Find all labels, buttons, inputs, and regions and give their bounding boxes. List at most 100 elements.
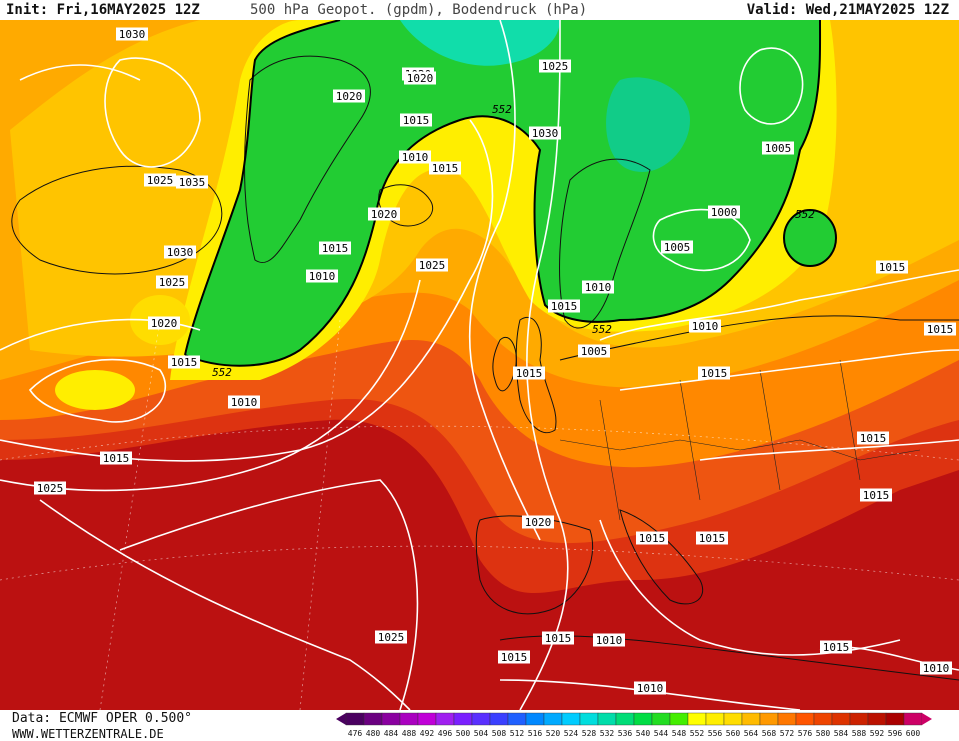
map-header: Init: Fri,16MAY2025 12Z 500 hPa Geopot. … bbox=[0, 0, 959, 20]
border-line bbox=[679, 379, 701, 501]
isobar-label-bg bbox=[698, 366, 730, 380]
border-line bbox=[759, 369, 781, 491]
legend-value: 596 bbox=[888, 729, 903, 738]
legend-swatch bbox=[705, 712, 725, 726]
isobar-label: 1025 bbox=[419, 259, 446, 272]
legend-value: 600 bbox=[906, 729, 921, 738]
legend-swatch bbox=[831, 712, 851, 726]
ireland-coast bbox=[492, 337, 517, 392]
isobar-label: 1015 bbox=[171, 356, 198, 369]
legend-swatch bbox=[453, 712, 473, 726]
legend-arrow-left bbox=[336, 713, 346, 725]
legend-value: 476 bbox=[348, 729, 363, 738]
isobar-line bbox=[19, 64, 141, 81]
isobar-label-bg bbox=[368, 207, 400, 221]
isobar-label: 1010 bbox=[923, 662, 950, 675]
isobar-label: 1025 bbox=[37, 482, 64, 495]
border-line bbox=[559, 439, 921, 461]
isobar-label: 1005 bbox=[581, 345, 608, 358]
isobar-label: 1010 bbox=[231, 396, 258, 409]
isobar-label: 1025 bbox=[378, 631, 405, 644]
isobar-label: 1015 bbox=[699, 532, 726, 545]
isobar-label-bg bbox=[228, 395, 260, 409]
color-legend: 476 480 484 488 492 496 500 504 508 512 516 520 524 5… bbox=[336, 712, 932, 738]
isobar-label: 1025 bbox=[159, 276, 186, 289]
legend-swatch bbox=[849, 712, 869, 726]
legend-arrow-right bbox=[922, 713, 932, 725]
data-source: Data: ECMWF OPER 0.500° bbox=[12, 711, 193, 726]
isobar-label: 1015 bbox=[403, 114, 430, 127]
isobar-label-bg bbox=[857, 431, 889, 445]
isobar-label: 1035 bbox=[179, 176, 206, 189]
isobar-label: 1015 bbox=[551, 300, 578, 313]
isobar-label-bg bbox=[168, 355, 200, 369]
geopot-label: 552 bbox=[795, 208, 815, 221]
isobar-line bbox=[39, 499, 411, 710]
border-line bbox=[839, 359, 861, 481]
legend-value: 548 bbox=[672, 729, 687, 738]
legend-value: 512 bbox=[510, 729, 525, 738]
legend-value: 500 bbox=[456, 729, 471, 738]
isobar-label-bg bbox=[399, 150, 431, 164]
isobar-label-bg bbox=[319, 241, 351, 255]
isobar-label-bg bbox=[661, 240, 693, 254]
legend-swatch bbox=[363, 712, 383, 726]
isobar-line bbox=[739, 47, 804, 125]
isobar-label: 1005 bbox=[664, 241, 691, 254]
legend-value: 520 bbox=[546, 729, 561, 738]
isobar-line bbox=[599, 269, 959, 341]
isobar-label-bg bbox=[860, 488, 892, 502]
isobar-label: 1010 bbox=[692, 320, 719, 333]
map-canvas bbox=[0, 20, 959, 710]
isobar-label: 1015 bbox=[103, 452, 130, 465]
isobar-label-bg bbox=[539, 59, 571, 73]
legend-swatch bbox=[651, 712, 671, 726]
geopot-label: 552 bbox=[212, 366, 232, 379]
legend-value: 588 bbox=[852, 729, 867, 738]
geopot-field-cyan bbox=[400, 20, 560, 66]
legend-value: 584 bbox=[834, 729, 849, 738]
graticule-line bbox=[0, 545, 959, 581]
legend-swatch bbox=[903, 712, 923, 726]
isobar-label: 1015 bbox=[860, 432, 887, 445]
legend-swatch bbox=[885, 712, 905, 726]
isobar-label: 1000 bbox=[711, 206, 738, 219]
labrador-coast bbox=[11, 165, 223, 275]
isobar-label: 1015 bbox=[863, 489, 890, 502]
geopot-field-yellow-spot bbox=[55, 370, 135, 410]
legend-value: 536 bbox=[618, 729, 633, 738]
isobar-label-bg bbox=[696, 531, 728, 545]
isobar-line bbox=[0, 279, 421, 492]
legend-swatch bbox=[813, 712, 833, 726]
legend-value: 488 bbox=[402, 729, 417, 738]
isobar-label-bg bbox=[429, 161, 461, 175]
isobar-label: 1015 bbox=[879, 261, 906, 274]
isobar-label: 1015 bbox=[701, 367, 728, 380]
legend-swatch bbox=[435, 712, 455, 726]
isobar-label-bg bbox=[578, 344, 610, 358]
legend-value: 504 bbox=[474, 729, 489, 738]
legend-swatch bbox=[723, 712, 743, 726]
legend-value: 592 bbox=[870, 729, 885, 738]
legend-value: 560 bbox=[726, 729, 741, 738]
init-time: Init: Fri,16MAY2025 12Z bbox=[6, 2, 200, 18]
isobar-label-bg bbox=[522, 515, 554, 529]
isobar-label-bg bbox=[542, 631, 574, 645]
graticule-line bbox=[0, 425, 959, 461]
isobar-label-bg bbox=[593, 633, 625, 647]
map-title: 500 hPa Geopot. (gpdm), Bodendruck (hPa) bbox=[250, 2, 588, 18]
legend-value: 480 bbox=[366, 729, 381, 738]
isobar-label-bg bbox=[582, 280, 614, 294]
legend-value: 516 bbox=[528, 729, 543, 738]
isobar-label: 1030 bbox=[532, 127, 559, 140]
isobar-label-bg bbox=[920, 661, 952, 675]
graticule bbox=[0, 319, 959, 710]
geopot-label: 552 bbox=[592, 323, 612, 336]
isobar-label: 1010 bbox=[596, 634, 623, 647]
legend-value: 496 bbox=[438, 729, 453, 738]
isobar-label: 1010 bbox=[637, 682, 664, 695]
legend-swatch bbox=[597, 712, 617, 726]
legend-swatch bbox=[795, 712, 815, 726]
isobar-label-bg bbox=[636, 531, 668, 545]
legend-value: 532 bbox=[600, 729, 615, 738]
